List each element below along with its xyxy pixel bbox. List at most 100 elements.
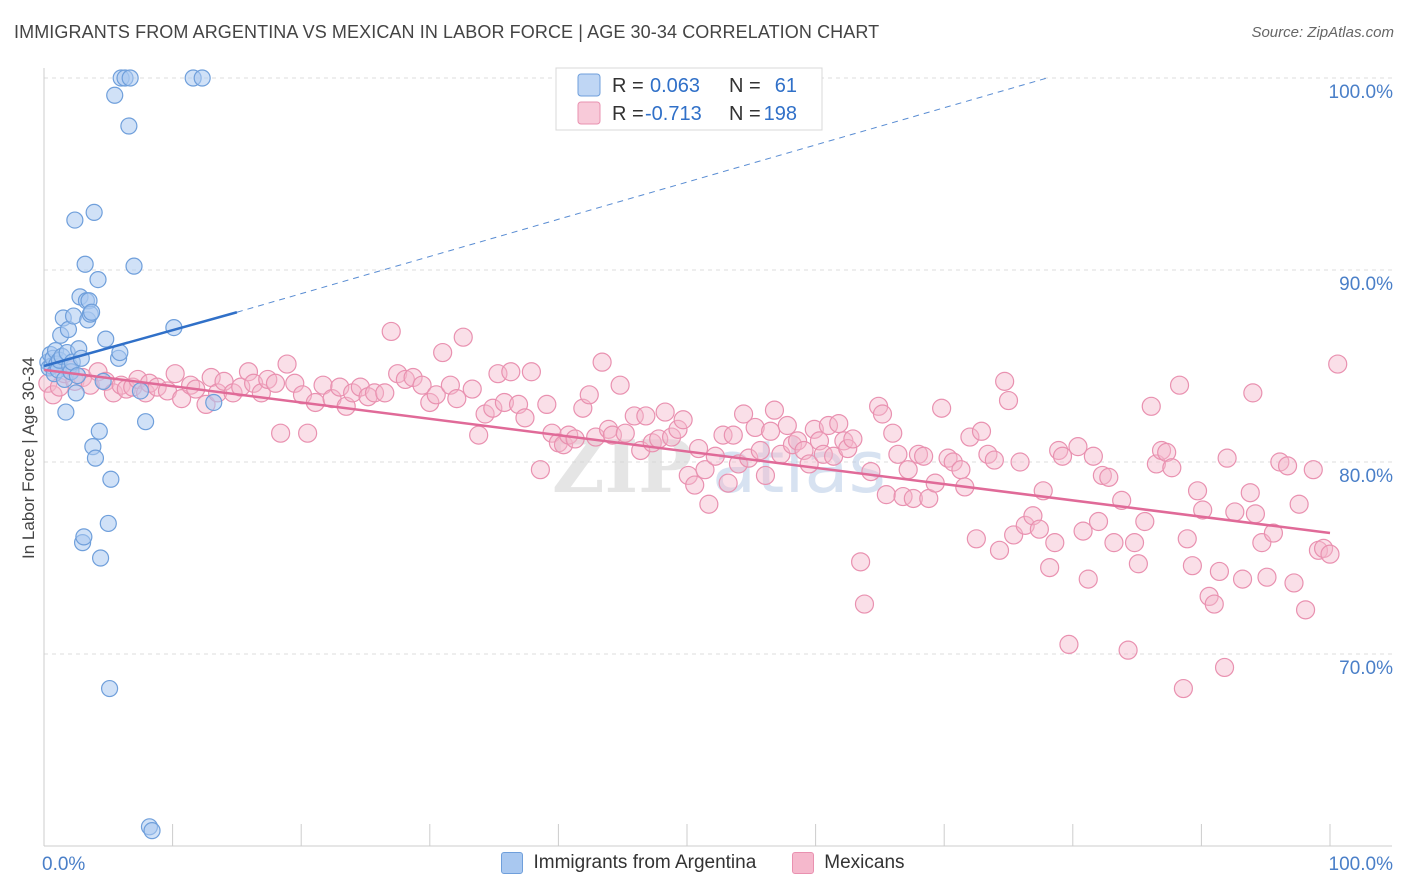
y-tick-label: 90.0% xyxy=(1339,274,1393,295)
data-point-mexicans xyxy=(1328,354,1348,374)
data-point-mexicans xyxy=(1214,657,1235,678)
data-point-mexicans xyxy=(1240,483,1260,503)
data-point-mexicans xyxy=(610,375,630,395)
legend-label-mexicans: Mexicans xyxy=(824,852,905,873)
data-point-argentina xyxy=(99,514,117,533)
gridlines xyxy=(44,77,1392,655)
data-point-mexicans xyxy=(420,392,440,413)
data-point-mexicans xyxy=(787,431,808,451)
data-point-argentina xyxy=(86,449,105,467)
data-point-mexicans xyxy=(1124,533,1145,553)
legend-r-label-mexicans: R = xyxy=(612,103,644,125)
data-point-mexicans xyxy=(966,529,986,549)
data-point-mexicans xyxy=(615,423,635,443)
data-point-argentina xyxy=(106,86,124,104)
data-point-mexicans xyxy=(782,435,803,455)
x-tick-label: 0.0% xyxy=(42,854,85,875)
data-point-mexicans xyxy=(1068,437,1088,457)
data-point-mexicans xyxy=(1162,458,1182,478)
data-point-argentina xyxy=(143,822,161,840)
data-point-mexicans xyxy=(713,425,733,445)
data-point-mexicans xyxy=(521,362,541,382)
data-point-mexicans xyxy=(1118,640,1138,660)
data-point-mexicans xyxy=(1277,456,1298,476)
y-axis-label: In Labor Force | Age 30-34 xyxy=(19,357,38,559)
data-point-mexicans xyxy=(851,552,871,572)
data-point-mexicans xyxy=(861,462,881,482)
data-point-mexicans xyxy=(1303,460,1323,480)
trend-line-argentina xyxy=(43,311,238,368)
data-point-argentina xyxy=(76,255,94,273)
data-point-mexicans xyxy=(843,429,863,449)
data-point-mexicans xyxy=(298,423,318,443)
data-point-mexicans xyxy=(678,465,698,486)
y-tick-labels: 70.0% 80.0% 90.0% 100.0% xyxy=(1329,82,1394,679)
x-tick-labels: 0.0% 100.0% xyxy=(42,854,1393,875)
data-point-argentina xyxy=(205,393,223,412)
legend-item-mexicans[interactable]: Mexicans xyxy=(792,852,905,874)
data-point-mexicans xyxy=(1173,678,1193,699)
data-point-mexicans xyxy=(854,594,875,614)
data-point-mexicans xyxy=(238,362,259,382)
source-label: Source: ZipAtlas.com xyxy=(1251,24,1394,41)
data-point-mexicans xyxy=(755,465,776,486)
data-point-mexicans xyxy=(1217,448,1237,468)
data-point-argentina xyxy=(131,382,150,400)
trend-line-mexicans xyxy=(43,368,1331,535)
data-point-mexicans xyxy=(395,369,415,390)
data-point-mexicans xyxy=(903,488,923,509)
data-point-mexicans xyxy=(364,383,385,403)
y-tick-label: 100.0% xyxy=(1329,82,1394,103)
data-point-argentina xyxy=(102,470,120,488)
data-point-mexicans xyxy=(1040,557,1060,578)
data-point-mexicans xyxy=(494,392,514,413)
data-point-mexicans xyxy=(271,423,291,443)
data-point-mexicans xyxy=(750,440,770,461)
data-point-argentina xyxy=(121,69,139,87)
data-point-mexicans xyxy=(285,373,305,393)
data-point-mexicans xyxy=(960,427,980,447)
data-point-mexicans xyxy=(515,408,535,428)
y-tick-label: 70.0% xyxy=(1339,658,1393,679)
data-point-mexicans xyxy=(998,390,1019,411)
data-point-mexicans xyxy=(1182,556,1202,576)
legend-swatch-argentina-bottom xyxy=(501,852,524,874)
data-point-mexicans xyxy=(777,415,797,436)
data-point-mexicans xyxy=(231,377,251,397)
data-point-argentina xyxy=(97,330,115,348)
data-point-argentina xyxy=(193,69,211,87)
data-point-mexicans xyxy=(1245,504,1266,524)
legend-item-argentina[interactable]: Immigrants from Argentina xyxy=(501,852,756,874)
data-point-mexicans xyxy=(475,404,495,424)
data-point-mexicans xyxy=(1295,600,1316,620)
legend-swatch-argentina xyxy=(577,73,601,97)
data-point-mexicans xyxy=(876,485,896,505)
data-point-mexicans xyxy=(995,371,1015,391)
data-point-mexicans xyxy=(43,385,63,405)
data-point-mexicans xyxy=(943,452,963,472)
legend-r-value-argentina: 0.063 xyxy=(650,75,700,97)
data-point-mexicans xyxy=(1169,375,1190,395)
data-point-mexicans xyxy=(265,373,286,393)
data-point-mexicans xyxy=(1015,515,1035,535)
data-point-mexicans xyxy=(1232,569,1253,589)
data-point-mexicans xyxy=(103,383,124,403)
data-point-argentina xyxy=(89,271,107,289)
x-tick-label: 100.0% xyxy=(1329,854,1394,875)
legend-swatch-mexicans-bottom xyxy=(792,852,815,874)
axes xyxy=(43,68,1392,847)
data-point-mexicans xyxy=(971,421,992,441)
data-point-mexicans xyxy=(898,460,918,480)
y-tick-label: 80.0% xyxy=(1339,466,1393,487)
data-point-mexicans xyxy=(1157,442,1177,462)
data-point-argentina xyxy=(125,257,143,275)
data-point-mexicans xyxy=(592,352,612,372)
data-point-argentina xyxy=(100,679,119,698)
data-point-mexicans xyxy=(244,373,264,393)
data-point-mexicans xyxy=(624,406,644,426)
data-point-mexicans xyxy=(375,383,395,403)
data-point-argentina xyxy=(66,211,84,229)
data-point-mexicans xyxy=(1099,467,1119,487)
data-point-mexicans xyxy=(530,460,550,480)
